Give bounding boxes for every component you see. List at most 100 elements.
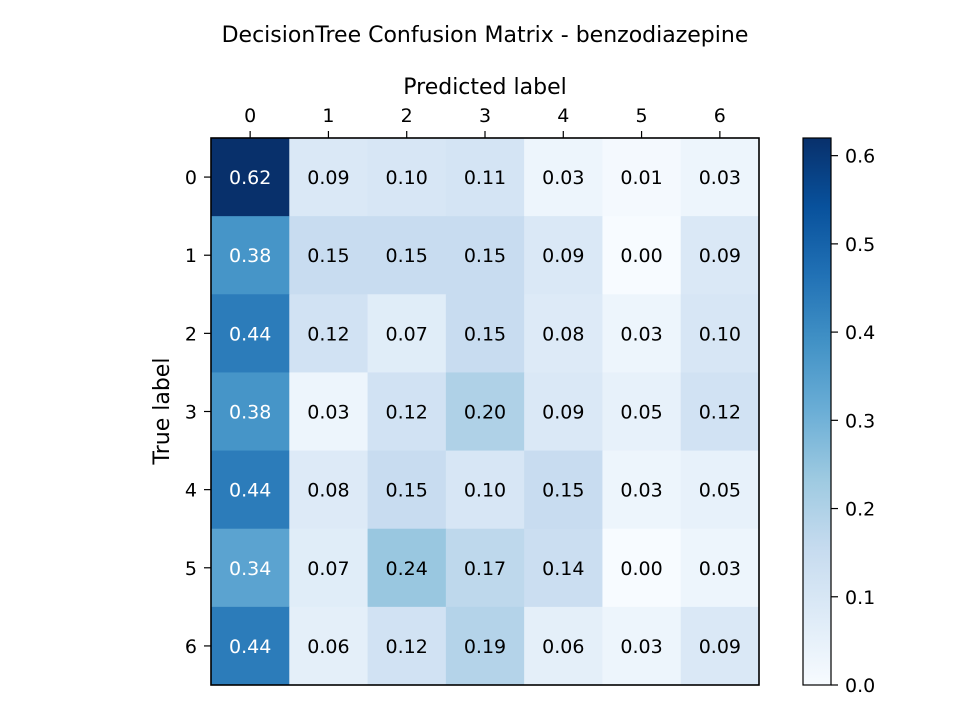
heatmap-cell <box>602 138 682 217</box>
colorbar <box>802 137 832 686</box>
y-tick-label: 5 <box>185 558 197 580</box>
colorbar-tick-label: 0.6 <box>845 146 875 168</box>
cell-value-label: 0.09 <box>699 636 741 658</box>
cell-value-label: 0.03 <box>620 480 662 502</box>
cell-value-label: 0.10 <box>699 323 741 345</box>
heatmap-cell <box>211 606 290 686</box>
cell-value-label: 0.15 <box>464 245 506 267</box>
heatmap-cell <box>602 450 682 530</box>
cell-value-label: 0.03 <box>307 402 349 424</box>
y-tick-label: 1 <box>185 245 197 267</box>
cell-value-label: 0.12 <box>386 402 428 424</box>
cell-value-label: 0.12 <box>699 402 741 424</box>
cell-value-label: 0.20 <box>464 402 506 424</box>
cell-value-label: 0.08 <box>307 480 349 502</box>
cell-value-label: 0.03 <box>620 323 662 345</box>
heatmap-cell <box>211 528 290 608</box>
cell-value-label: 0.03 <box>699 167 741 189</box>
cell-value-label: 0.09 <box>307 167 349 189</box>
colorbar-ticks: 0.0 0.1 0.2 0.3 0.4 0.5 0.6 <box>831 146 875 697</box>
y-tick-label: 2 <box>185 323 197 345</box>
y-axis-ticks: 0 1 2 3 4 5 6 <box>185 167 211 658</box>
cell-value-label: 0.15 <box>542 480 584 502</box>
cell-value-label: 0.15 <box>386 480 428 502</box>
heatmap-cell <box>524 138 603 217</box>
heatmap-cell <box>524 294 603 373</box>
cell-value-label: 0.10 <box>386 167 428 189</box>
heatmap-cell <box>680 372 760 452</box>
cell-value-label: 0.38 <box>229 245 271 267</box>
x-tick-label: 1 <box>322 105 334 127</box>
y-tick-label: 0 <box>185 167 197 189</box>
cell-value-label: 0.44 <box>229 480 271 502</box>
heatmap-cell <box>289 372 369 452</box>
cell-value-label: 0.44 <box>229 636 271 658</box>
x-tick-label: 3 <box>479 105 491 127</box>
heatmap-cell <box>367 606 447 686</box>
cell-value-label: 0.34 <box>229 558 271 580</box>
colorbar-tick-label: 0.3 <box>845 410 875 432</box>
heatmap-cell <box>445 216 525 295</box>
cell-value-label: 0.03 <box>699 558 741 580</box>
x-tick-label: 0 <box>244 105 256 127</box>
colorbar-tick-label: 0.0 <box>845 675 875 697</box>
x-tick-label: 6 <box>714 105 726 127</box>
heatmap-cell <box>211 216 290 295</box>
heatmap-cell <box>367 294 447 373</box>
heatmap-cell <box>524 372 603 452</box>
heatmap-cell <box>211 294 290 373</box>
x-tick-label: 4 <box>557 105 569 127</box>
cell-value-label: 0.00 <box>620 245 662 267</box>
heatmap-cell <box>602 216 682 295</box>
cell-value-label: 0.44 <box>229 323 271 345</box>
heatmap-cell <box>211 138 290 217</box>
heatmap-cells <box>211 138 760 686</box>
cell-value-label: 0.06 <box>542 636 584 658</box>
heatmap-cell <box>445 372 525 452</box>
heatmap-cell <box>211 372 290 452</box>
heatmap-cell <box>445 528 525 608</box>
heatmap-cell <box>367 372 447 452</box>
heatmap-cell <box>289 528 369 608</box>
heatmap-cell <box>367 138 447 217</box>
heatmap-cell <box>289 606 369 686</box>
cell-value-label: 0.00 <box>620 558 662 580</box>
heatmap-cell <box>680 528 760 608</box>
heatmap-cell <box>289 216 369 295</box>
cell-value-label: 0.12 <box>386 636 428 658</box>
cell-value-label: 0.15 <box>464 323 506 345</box>
y-tick-label: 3 <box>185 402 197 424</box>
colorbar-tick-label: 0.5 <box>845 234 875 256</box>
cell-value-label: 0.15 <box>307 245 349 267</box>
chart-title: DecisionTree Confusion Matrix - benzodia… <box>222 23 749 48</box>
x-tick-label: 2 <box>401 105 413 127</box>
heatmap-cell <box>524 216 603 295</box>
colorbar-tick-label: 0.4 <box>845 322 875 344</box>
cell-value-label: 0.07 <box>386 323 428 345</box>
heatmap-cell <box>445 450 525 530</box>
cell-value-label: 0.06 <box>307 636 349 658</box>
cell-value-label: 0.15 <box>386 245 428 267</box>
cell-value-label: 0.01 <box>620 167 662 189</box>
heatmap-cell <box>680 294 760 373</box>
cell-value-label: 0.09 <box>699 245 741 267</box>
cell-value-label: 0.14 <box>542 558 584 580</box>
x-axis-ticks: 0 1 2 3 4 5 6 <box>244 105 726 138</box>
cell-value-label: 0.05 <box>620 402 662 424</box>
heatmap-cell <box>289 138 369 217</box>
heatmap-cell <box>367 216 447 295</box>
heatmap-cell <box>602 528 682 608</box>
heatmap-cell <box>680 450 760 530</box>
cell-value-label: 0.11 <box>464 167 506 189</box>
cell-value-label: 0.17 <box>464 558 506 580</box>
heatmap-cell <box>680 606 760 686</box>
cell-value-label: 0.08 <box>542 323 584 345</box>
cell-value-label: 0.03 <box>620 636 662 658</box>
x-axis-label: Predicted label <box>403 75 566 100</box>
heatmap-cell <box>367 450 447 530</box>
cell-value-label: 0.19 <box>464 636 506 658</box>
y-tick-label: 4 <box>185 480 197 502</box>
cell-value-label: 0.10 <box>464 480 506 502</box>
heatmap-frame <box>210 137 760 686</box>
